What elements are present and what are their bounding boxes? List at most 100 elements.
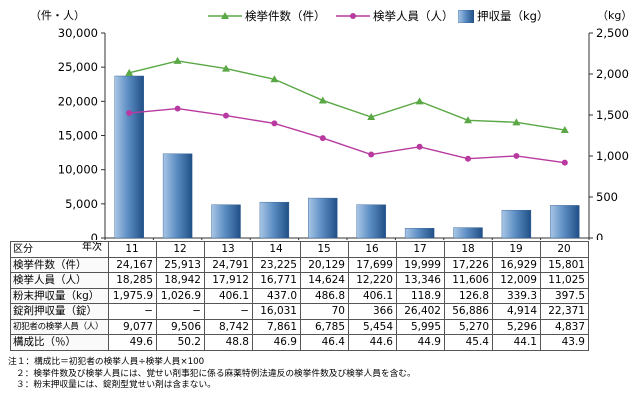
left-tick-label: 15,000 <box>58 129 98 143</box>
legend-label-cases: 検挙件数（件） <box>245 9 326 23</box>
table-cell: 4,837 <box>540 318 589 335</box>
table-cell: − <box>108 303 157 320</box>
table-cell: 48.8 <box>204 334 253 351</box>
point-triangle <box>464 116 472 124</box>
right-tick-label: 1,000 <box>596 149 629 163</box>
table-cell: 1,975.9 <box>108 287 157 304</box>
table-cell: 5,296 <box>492 318 541 335</box>
left-tick-label: 5,000 <box>65 197 98 211</box>
table-cell: 12,220 <box>348 272 397 289</box>
bar <box>114 75 144 239</box>
table-cell: 70 <box>300 303 349 320</box>
table-header-row: 年次 区分 11 12 13 14 15 16 17 18 19 20 <box>10 241 589 258</box>
bar <box>308 197 338 239</box>
point-circle <box>174 105 181 112</box>
point-circle <box>561 159 568 166</box>
year-header-cell: 18 <box>444 241 493 258</box>
point-circle <box>368 151 375 158</box>
table-cell: 16,771 <box>252 272 301 289</box>
point-triangle <box>367 113 376 121</box>
left-tick-label: 25,000 <box>58 60 98 74</box>
table-cell: 17,912 <box>204 272 253 289</box>
row-label-cell: 錠剤押収量（錠） <box>10 303 109 320</box>
point-circle <box>271 120 278 127</box>
bar <box>501 209 532 239</box>
right-tick-label: 2,000 <box>596 67 629 81</box>
bar <box>162 153 193 239</box>
table-cell: 12,009 <box>492 272 541 289</box>
table-cell: 43.9 <box>540 334 589 351</box>
corner-label-year: 年次 <box>82 242 102 253</box>
point-triangle <box>560 126 569 134</box>
right-axis-unit: （kg） <box>597 9 633 22</box>
triangle-marker-icon <box>208 12 242 19</box>
right-tick-label: 500 <box>596 190 618 204</box>
point-circle <box>223 112 229 119</box>
left-tick-label: 0 <box>91 231 98 240</box>
legend-item-cases: 検挙件数（件） <box>208 8 326 24</box>
row-label-cell: 構成比（％） <box>10 334 109 351</box>
table-cell: 6,785 <box>300 318 349 335</box>
point-circle <box>126 110 133 117</box>
year-header-cell: 13 <box>204 241 253 258</box>
table-row: 初犯者の検挙人員（人） 9,077 9,506 8,742 7,861 6,785 5,45… <box>10 318 589 335</box>
year-header-cell: 19 <box>492 241 541 258</box>
table-row: 構成比（％） 49.6 50.2 48.8 46.9 46.4 44.6 44.9 45.4 44… <box>10 334 589 351</box>
table-cell: 46.9 <box>252 334 301 351</box>
series-line <box>129 107 565 164</box>
table-cell: 11,025 <box>540 272 589 289</box>
bar <box>404 228 435 239</box>
table-cell: − <box>204 303 253 320</box>
bar-series <box>114 75 580 239</box>
table-cell: 18,942 <box>156 272 205 289</box>
year-header-cell: 16 <box>348 241 397 258</box>
year-header-cell: 14 <box>252 241 301 258</box>
table-cell: 339.3 <box>492 287 541 304</box>
table-cell: 18,285 <box>108 272 157 289</box>
point-triangle <box>125 68 134 76</box>
table-cell: 24,167 <box>108 256 157 273</box>
bar <box>453 227 483 239</box>
table-cell: 126.8 <box>444 287 493 304</box>
right-tick-label: 2,500 <box>596 26 629 40</box>
table-row: 検挙人員（人） 18,285 18,942 17,912 16,771 14,624 12,… <box>10 272 589 289</box>
line-series <box>125 56 569 166</box>
table-cell: 44.6 <box>348 334 397 351</box>
table-cell: 14,624 <box>300 272 349 289</box>
table-cell: 4,914 <box>492 303 541 320</box>
table-cell: 366 <box>348 303 397 320</box>
row-label-cell: 初犯者の検挙人員（人） <box>10 318 109 335</box>
left-tick-label: 30,000 <box>58 26 98 40</box>
point-circle <box>513 152 520 159</box>
bar <box>550 205 580 239</box>
point-circle <box>465 155 471 162</box>
table-cell: 26,402 <box>396 303 445 320</box>
table-cell: 406.1 <box>204 287 253 304</box>
table-cell: 23,225 <box>252 256 301 273</box>
table-cell: − <box>156 303 205 320</box>
legend-item-seizure: 押収量（kg） <box>458 8 548 24</box>
table-cell: 5,270 <box>444 318 493 335</box>
left-tick-label: 10,000 <box>58 163 98 177</box>
table-cell: 56,886 <box>444 303 493 320</box>
table-cell: 46.4 <box>300 334 349 351</box>
row-label-cell: 検挙人員（人） <box>10 272 109 289</box>
table-cell: 24,791 <box>204 256 253 273</box>
table-cell: 50.2 <box>156 334 205 351</box>
footnote-3: ３：粉末押収量には、錠剤型覚せい剤は含まない。 <box>16 380 216 390</box>
point-triangle <box>318 96 327 104</box>
table-cell: 11,606 <box>444 272 493 289</box>
table-cell: 17,699 <box>348 256 397 273</box>
bar <box>259 201 290 239</box>
corner-label-category: 区分 <box>13 243 33 255</box>
bar <box>211 204 241 239</box>
data-table: 年次 区分 11 12 13 14 15 16 17 18 19 20 検挙件数（件） 24,167 25,… <box>10 241 589 351</box>
year-header-cell: 11 <box>108 241 157 258</box>
bar-swatch-icon <box>458 9 474 23</box>
table-cell: 22,371 <box>540 303 589 320</box>
combo-chart: 0 5,000 10,000 15,000 20,000 25,000 30,000 0 500… <box>58 26 629 240</box>
year-header-cell: 12 <box>156 241 205 258</box>
table-corner-cell: 年次 区分 <box>10 241 109 258</box>
legend-label-persons: 検挙人員（人） <box>373 9 454 23</box>
table-cell: 20,129 <box>300 256 349 273</box>
